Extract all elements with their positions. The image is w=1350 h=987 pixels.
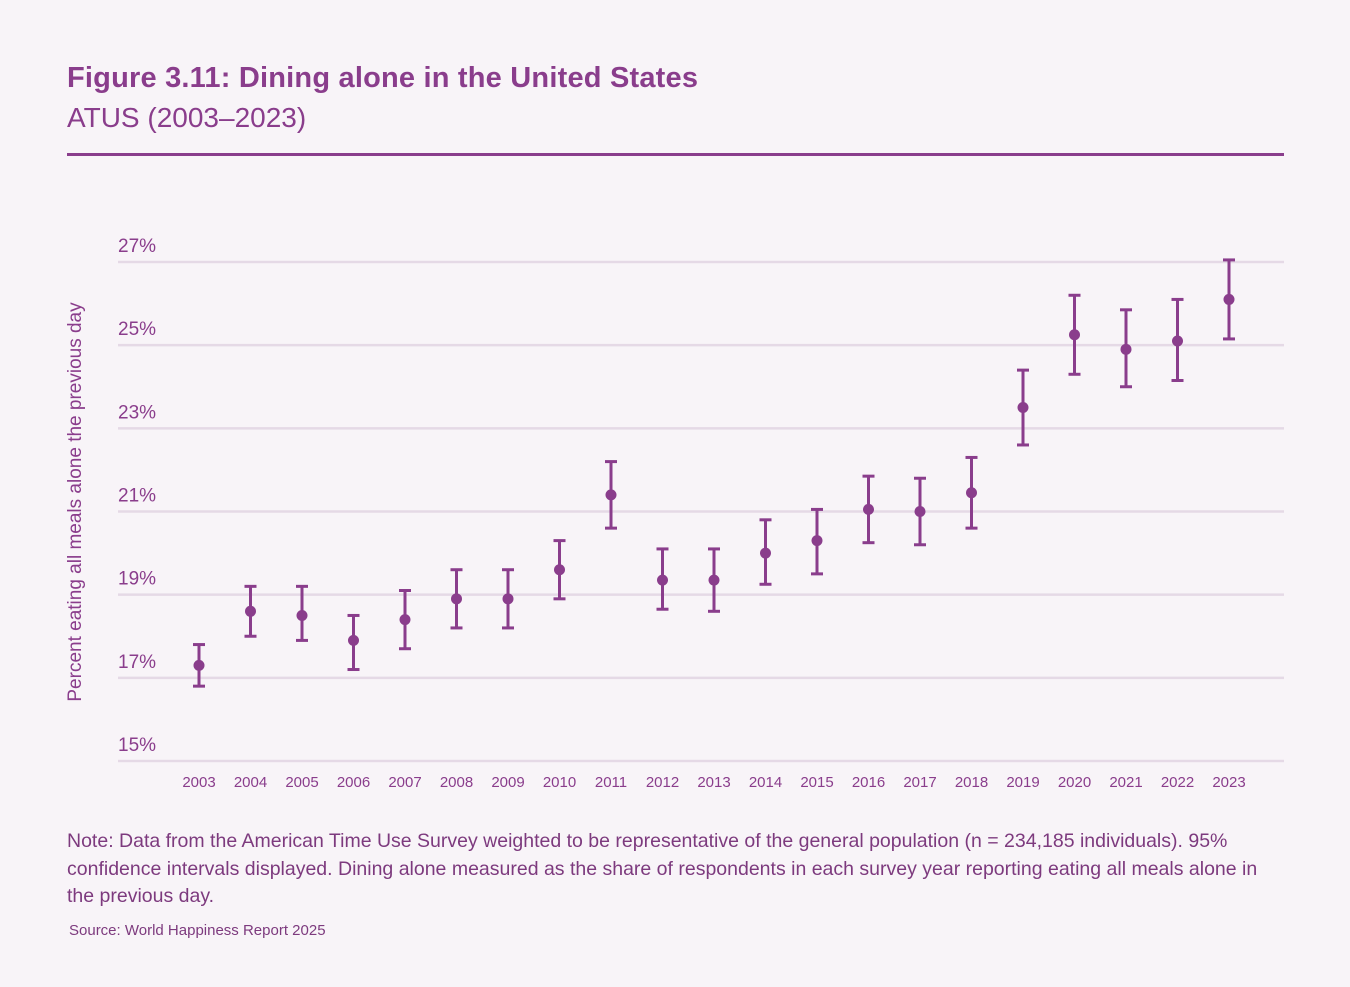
error-bar-point [296, 584, 308, 642]
x-tick-label: 2014 [749, 774, 782, 791]
data-point [811, 535, 823, 547]
data-point [554, 564, 565, 576]
error-bar-point [347, 613, 360, 672]
data-point [657, 574, 668, 586]
y-tick-label: 17% [118, 652, 156, 673]
x-tick-label: 2006 [337, 774, 370, 791]
error-bar-point [965, 455, 978, 530]
x-tick-label: 2022 [1161, 774, 1194, 791]
x-tick-label: 2010 [543, 774, 576, 791]
error-bar-point [1171, 297, 1184, 383]
figure-title: Figure 3.11: Dining alone in the United … [67, 62, 699, 94]
x-tick-labels: 2003 2004 2005 2006 2007 2008 2009 2010 2011 2012… [182, 774, 1245, 791]
data-point [451, 593, 462, 605]
error-bar-point [1223, 258, 1235, 341]
x-tick-label: 2005 [285, 774, 318, 791]
x-tick-label: 2019 [1006, 774, 1039, 791]
data-point [1069, 329, 1080, 341]
title-divider [67, 153, 1284, 156]
data-point [348, 634, 359, 646]
error-bar-point [1068, 293, 1081, 376]
error-bar-point [656, 547, 669, 611]
data-marks [193, 258, 1235, 688]
error-bar-point [759, 518, 772, 586]
figure-subtitle: ATUS (2003–2023) [67, 102, 307, 133]
x-tick-label: 2015 [800, 774, 833, 791]
error-bar-point [502, 568, 514, 630]
y-tick-labels: 15% 17% 19% 21% 23% 25% 27% [118, 236, 156, 756]
data-point [502, 593, 514, 605]
x-tick-label: 2008 [440, 774, 473, 791]
x-tick-label: 2018 [955, 774, 988, 791]
error-bar-point [914, 476, 926, 547]
error-bar-point [862, 474, 875, 545]
x-tick-label: 2023 [1212, 774, 1245, 791]
figure-source: Source: World Happiness Report 2025 [69, 922, 326, 939]
error-bar-point [193, 643, 205, 688]
data-point [708, 574, 720, 586]
data-point [966, 487, 977, 499]
error-bar-point [811, 507, 823, 576]
x-tick-label: 2021 [1109, 774, 1142, 791]
error-bar-point [605, 460, 617, 530]
y-tick-label: 23% [118, 402, 156, 423]
data-point [1223, 293, 1235, 305]
error-bar-point [1017, 368, 1029, 447]
data-point [760, 547, 771, 559]
data-point [1017, 402, 1029, 414]
data-point [605, 489, 617, 501]
y-tick-label: 15% [118, 735, 156, 756]
data-point [296, 609, 308, 621]
data-point [1120, 343, 1132, 355]
x-tick-label: 2011 [595, 774, 627, 791]
y-tick-label: 27% [118, 236, 156, 257]
x-tick-label: 2009 [491, 774, 524, 791]
figure-note: Note: Data from the American Time Use Su… [67, 830, 1258, 907]
x-tick-label: 2007 [388, 774, 421, 791]
y-tick-label: 25% [118, 319, 156, 340]
x-tick-label: 2012 [646, 774, 679, 791]
data-point [245, 605, 256, 617]
y-tick-label: 21% [118, 486, 156, 507]
y-tick-label: 19% [118, 569, 156, 590]
error-bar-point [450, 568, 463, 630]
x-tick-label: 2017 [903, 774, 936, 791]
data-point [193, 659, 205, 671]
error-bar-point [708, 547, 720, 613]
x-tick-label: 2013 [697, 774, 730, 791]
x-tick-label: 2020 [1058, 774, 1091, 791]
data-point [914, 506, 926, 517]
x-tick-label: 2016 [852, 774, 885, 791]
data-point [863, 503, 874, 515]
error-bar-point [553, 539, 566, 601]
error-bar-point [244, 584, 257, 638]
data-point [1172, 335, 1183, 347]
error-bar-point [1120, 308, 1132, 389]
gridlines [118, 260, 1284, 763]
x-tick-label: 2003 [182, 774, 215, 791]
data-point [399, 614, 411, 626]
error-bar-point [399, 589, 411, 651]
x-tick-label: 2004 [234, 774, 267, 791]
